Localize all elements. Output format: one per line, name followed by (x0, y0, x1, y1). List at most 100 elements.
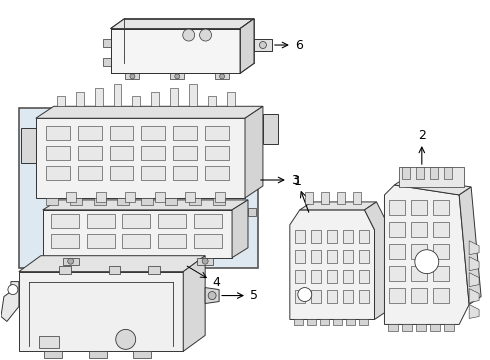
Bar (353, 192, 361, 204)
Bar (46, 198, 58, 205)
Polygon shape (205, 288, 219, 303)
Bar (148, 266, 160, 274)
Polygon shape (36, 106, 263, 118)
Bar (46, 146, 70, 160)
Bar (39, 336, 59, 348)
Bar (94, 198, 105, 205)
Bar (433, 266, 449, 280)
Bar (151, 92, 159, 106)
Polygon shape (365, 202, 387, 319)
Bar (96, 192, 105, 202)
Bar (197, 258, 213, 265)
Circle shape (175, 74, 180, 79)
Bar (63, 258, 78, 265)
Bar (208, 96, 216, 106)
Bar (133, 351, 151, 358)
Bar (399, 167, 464, 187)
Bar (189, 84, 197, 106)
Bar (412, 222, 427, 237)
Bar (185, 192, 195, 202)
Bar (132, 96, 141, 106)
Bar (46, 126, 70, 140)
Bar (122, 214, 150, 228)
Bar (87, 214, 115, 228)
Bar (142, 166, 165, 180)
Bar (321, 192, 329, 204)
Bar (433, 288, 449, 302)
Bar (108, 266, 121, 274)
Bar (430, 167, 438, 179)
Bar (51, 234, 78, 248)
Text: 1: 1 (294, 175, 302, 189)
Bar (343, 270, 353, 283)
Bar (194, 214, 222, 228)
Bar (402, 324, 413, 332)
Circle shape (116, 329, 136, 349)
Bar (51, 214, 78, 228)
Bar (294, 319, 303, 325)
Bar (327, 250, 337, 263)
Bar (416, 324, 426, 332)
Bar (412, 200, 427, 215)
Bar (215, 73, 229, 80)
Bar (254, 39, 272, 51)
Bar (205, 146, 229, 160)
Bar (125, 192, 135, 202)
Text: 6: 6 (295, 39, 303, 51)
Polygon shape (19, 272, 183, 351)
Bar (171, 88, 178, 106)
Bar (389, 324, 398, 332)
Bar (173, 166, 197, 180)
Bar (359, 250, 368, 263)
Bar (433, 222, 449, 237)
Bar (122, 234, 150, 248)
Polygon shape (1, 282, 19, 321)
Bar (327, 270, 337, 283)
Bar (337, 192, 344, 204)
Polygon shape (21, 128, 36, 163)
Text: 2: 2 (418, 129, 426, 142)
Polygon shape (263, 114, 278, 144)
Bar (305, 192, 313, 204)
Bar (215, 192, 225, 202)
Bar (416, 167, 424, 179)
Bar (173, 126, 197, 140)
Bar (311, 230, 321, 243)
Circle shape (220, 74, 224, 79)
Circle shape (415, 250, 439, 274)
Bar (248, 208, 256, 216)
Bar (412, 244, 427, 259)
Bar (307, 319, 316, 325)
Bar (125, 73, 140, 80)
Bar (412, 266, 427, 280)
Bar (327, 230, 337, 243)
Circle shape (298, 288, 312, 302)
Bar (142, 126, 165, 140)
Bar (390, 244, 405, 259)
Circle shape (183, 29, 195, 41)
Polygon shape (43, 200, 248, 210)
Polygon shape (36, 118, 245, 198)
Bar (390, 266, 405, 280)
Text: 4: 4 (213, 276, 220, 289)
Bar (46, 166, 70, 180)
Polygon shape (469, 273, 479, 287)
Bar (412, 288, 427, 302)
Bar (213, 198, 225, 205)
Bar (327, 289, 337, 302)
Circle shape (199, 29, 212, 41)
Bar (359, 230, 368, 243)
Bar (155, 192, 165, 202)
Polygon shape (469, 305, 479, 319)
Bar (359, 319, 368, 325)
Bar (110, 126, 133, 140)
Bar (311, 270, 321, 283)
Polygon shape (245, 106, 263, 198)
Bar (319, 319, 329, 325)
Bar (165, 198, 177, 205)
Bar (295, 230, 305, 243)
Bar (44, 351, 62, 358)
Bar (59, 266, 71, 274)
Bar (433, 200, 449, 215)
Circle shape (130, 74, 135, 79)
